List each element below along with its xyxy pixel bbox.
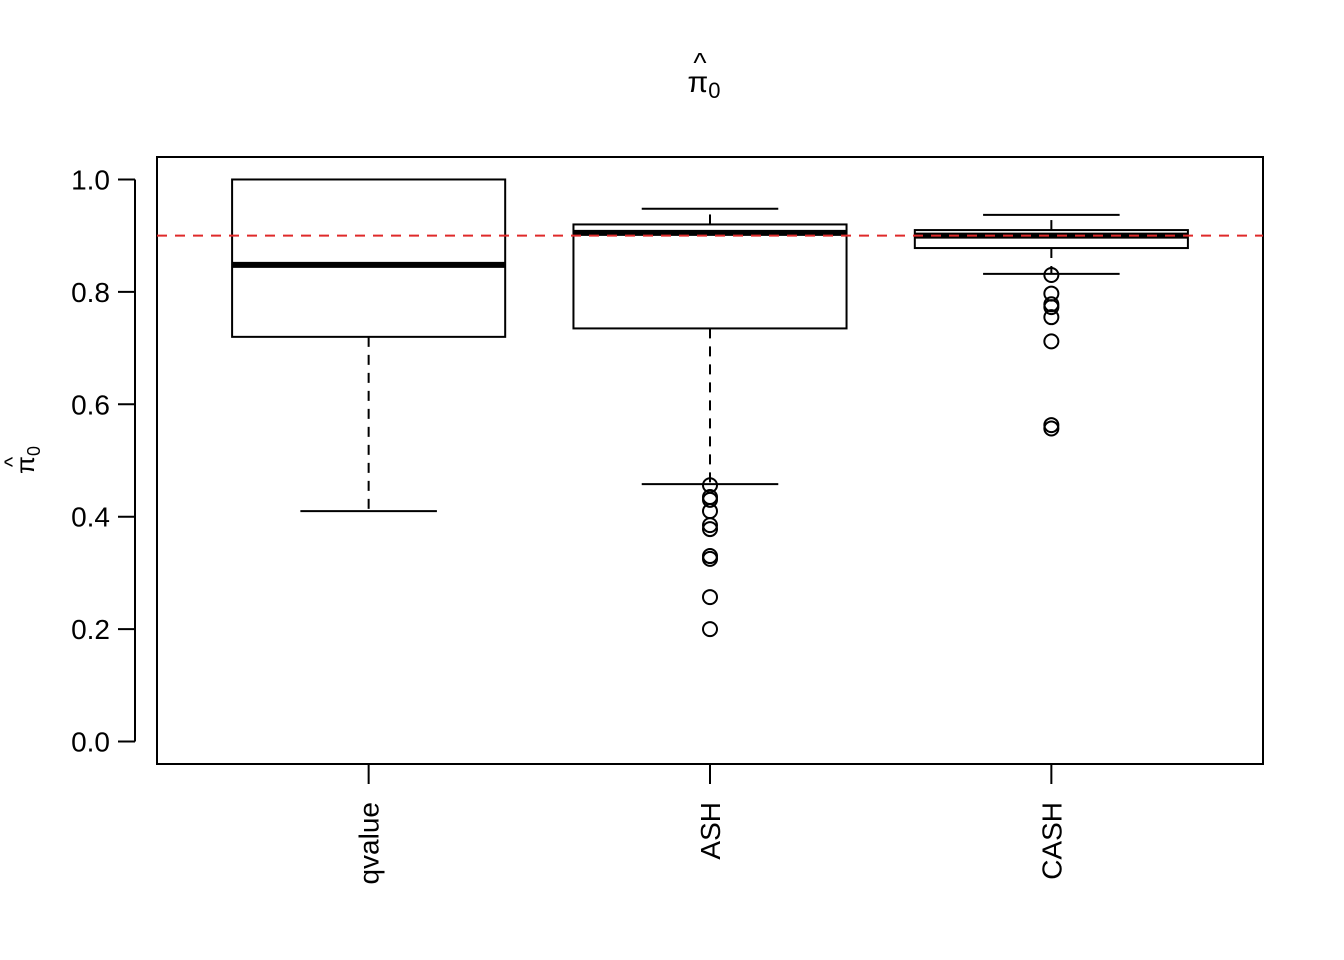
outlier-point [1043,333,1060,350]
y-tick-label: 0.6 [71,389,110,420]
y-axis-label: ^ π0 [0,446,44,474]
outlier-point [1043,299,1060,316]
chart-title: ^ π0 [688,47,721,103]
box-cash [913,213,1189,437]
outlier-point [1043,420,1060,437]
x-tick-label: ASH [695,802,726,860]
y-axis-label-hat: ^ [0,456,25,467]
outlier-point [702,491,718,508]
box-iqr [572,223,848,330]
y-tick-label: 0.4 [71,502,110,533]
chart-title-main: π [688,66,709,99]
outlier-point [1043,309,1060,326]
chart-title-subscript: 0 [708,78,720,103]
outlier-point [1043,267,1060,284]
x-tick-label: qvalue [354,802,385,885]
y-axis: 0.0 0.2 0.4 0.6 0.8 1.0 [71,164,136,758]
y-tick-label: 0.0 [71,727,110,758]
box-qvalue [231,178,507,513]
outlier-point [702,517,718,534]
outlier-point [702,550,718,567]
y-tick-label: 1.0 [71,164,110,195]
y-tick-label: 0.2 [71,614,110,645]
outlier-point [702,589,718,606]
outlier-point [702,621,718,638]
outlier-point [702,521,718,538]
svg-text:π0: π0 [10,446,44,474]
x-tick-label: CASH [1036,802,1067,880]
box-ash [572,207,848,638]
x-axis: qvalue ASH CASH [354,764,1067,885]
boxes [231,178,1189,638]
y-axis-label-subscript: 0 [24,446,44,456]
chart-title-hat: ^ [693,47,706,78]
box-iqr [231,178,507,338]
outlier-point [1043,417,1060,434]
y-tick-label: 0.8 [71,277,110,308]
y-axis-label-main: π [10,456,40,474]
svg-text:π0: π0 [688,66,721,103]
